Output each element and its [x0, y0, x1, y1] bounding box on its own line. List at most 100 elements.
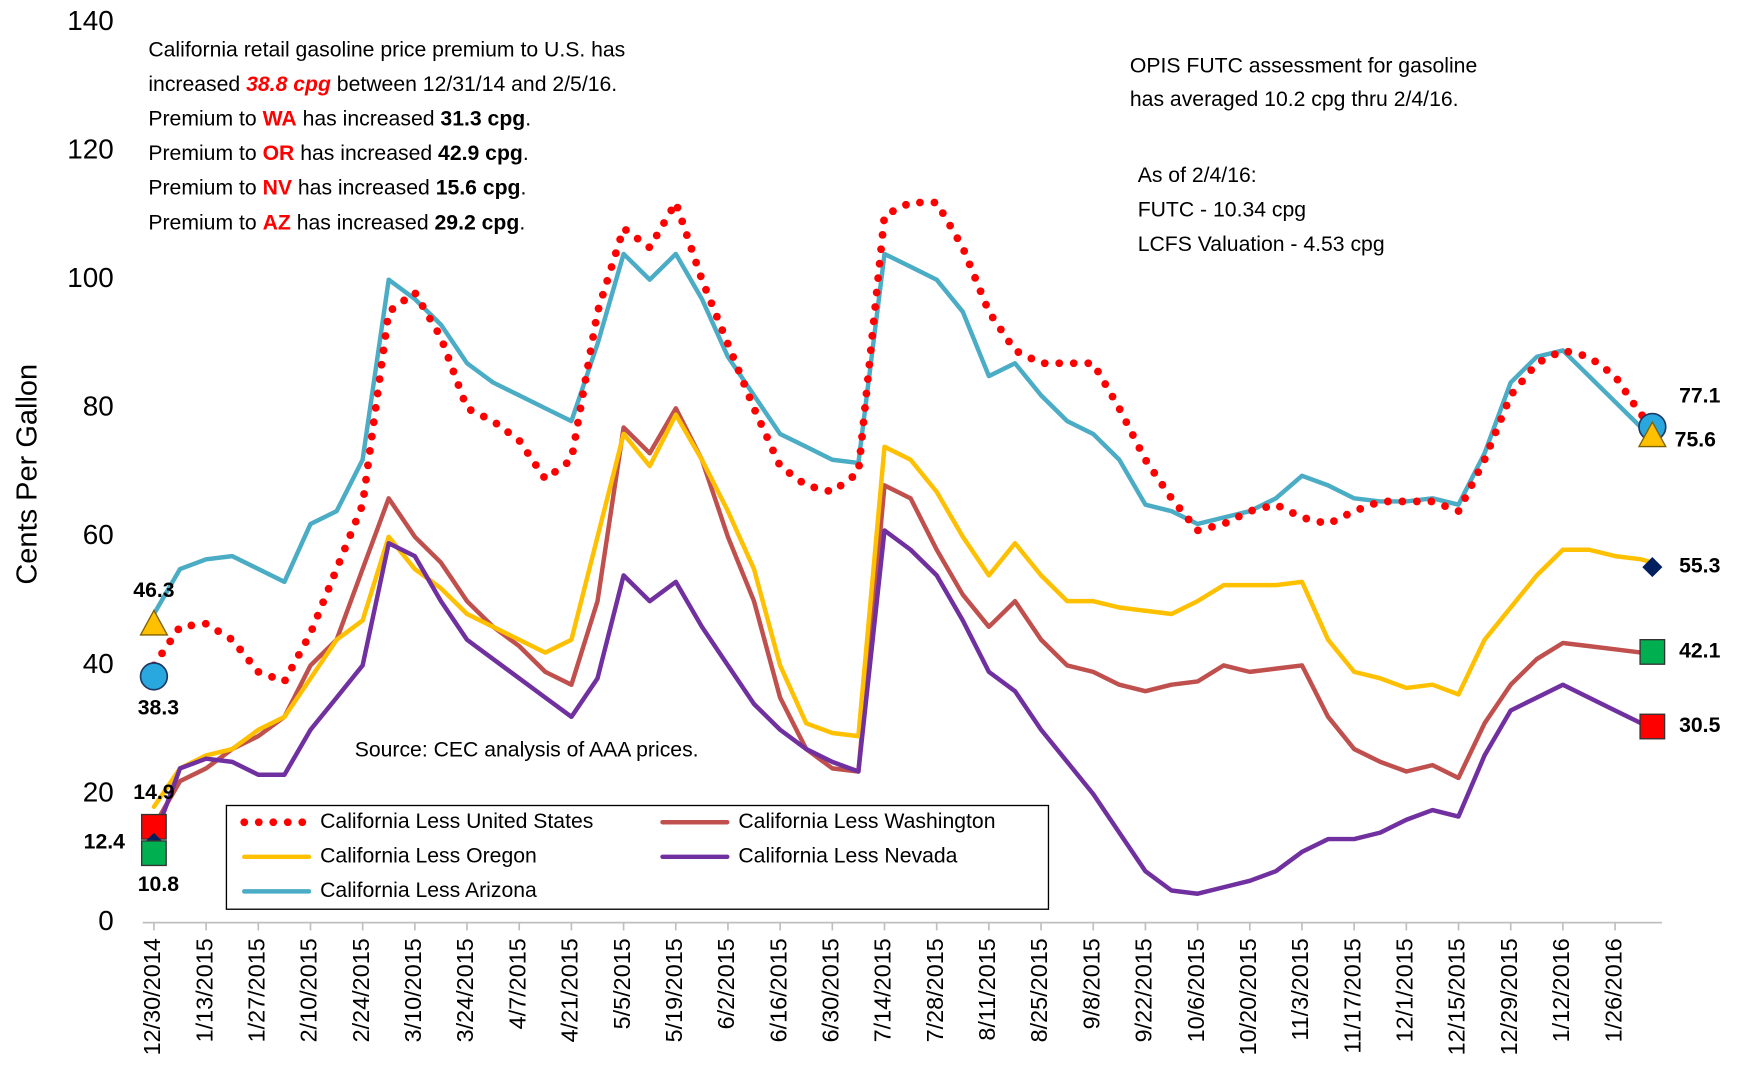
marker-label: 46.3 — [133, 579, 174, 602]
marker-label: 14.9 — [133, 781, 174, 804]
marker-label: 30.5 — [1679, 714, 1720, 737]
source-note: Source: CEC analysis of AAA prices. — [355, 738, 699, 761]
annotation-text: has increased — [297, 107, 441, 130]
x-tick-label: 1/13/2015 — [191, 938, 217, 1042]
x-tick-label: 8/25/2015 — [1026, 938, 1052, 1042]
x-tick-label: 12/29/2015 — [1496, 938, 1522, 1055]
legend-label: California Less United States — [320, 810, 593, 833]
annotation-text: Premium to — [148, 211, 262, 234]
legend-label: California Less Nevada — [738, 844, 957, 867]
annotation-line: Premium to NV has increased 15.6 cpg. — [148, 176, 526, 199]
annotation-text: . — [523, 142, 529, 165]
marker-label: 38.3 — [138, 696, 179, 719]
y-tick-label: 0 — [98, 905, 114, 936]
marker-label: 55.3 — [1679, 555, 1720, 578]
marker — [1639, 638, 1666, 665]
series-line — [150, 198, 1657, 686]
x-tick-label: 2/10/2015 — [296, 938, 322, 1042]
annotation-text: California retail gasoline price premium… — [148, 38, 625, 61]
marker — [140, 840, 167, 867]
x-tick-label: 12/1/2015 — [1392, 938, 1418, 1042]
marker — [1637, 420, 1667, 448]
x-tick-label: 9/22/2015 — [1131, 938, 1157, 1042]
annotation-text: . — [521, 176, 527, 199]
annotation-text: between 12/31/14 and 2/5/16. — [331, 73, 617, 96]
annotation-text: 29.2 cpg — [435, 211, 520, 234]
annotation-line: FUTC - 10.34 cpg — [1138, 199, 1306, 222]
x-tick-label: 8/11/2015 — [974, 938, 1000, 1040]
x-tick-label: 12/15/2015 — [1444, 938, 1470, 1055]
annotation-line: As of 2/4/16: — [1138, 164, 1257, 187]
annotation-line: has averaged 10.2 cpg thru 2/4/16. — [1130, 88, 1459, 111]
marker — [139, 609, 169, 636]
annotation-line: Premium to OR has increased 42.9 cpg. — [148, 142, 528, 165]
annotation-text: NV — [263, 176, 292, 199]
marker-label: 77.1 — [1679, 384, 1720, 407]
x-tick-label: 9/8/2015 — [1078, 938, 1104, 1029]
x-tick-label: 12/30/2014 — [139, 938, 165, 1055]
x-tick-label: 5/5/2015 — [609, 938, 635, 1029]
x-tick-label: 6/2/2015 — [713, 938, 739, 1029]
annotation-text: Premium to — [148, 176, 262, 199]
legend-label: California Less Arizona — [320, 879, 537, 902]
y-tick-label: 40 — [83, 648, 114, 679]
y-tick-label: 120 — [67, 133, 114, 164]
legend-label: California Less Washington — [738, 810, 995, 833]
annotation-line: increased 38.8 cpg between 12/31/14 and … — [148, 73, 617, 96]
series-line — [151, 412, 1655, 810]
x-tick-label: 11/3/2015 — [1287, 938, 1313, 1040]
annotation-text: has increased — [294, 142, 438, 165]
y-tick-label: 60 — [83, 519, 114, 550]
x-tick-label: 7/14/2015 — [870, 938, 896, 1042]
annotation-line: Premium to WA has increased 31.3 cpg. — [148, 107, 531, 130]
annotation-text: 38.8 cpg — [246, 73, 331, 96]
x-tick-label: 1/27/2015 — [243, 938, 269, 1042]
y-axis-label: Cents Per Gallon — [12, 364, 44, 585]
marker-label: 12.4 — [84, 830, 125, 853]
x-tick-label: 11/17/2015 — [1339, 938, 1365, 1053]
y-tick-label: 20 — [83, 776, 114, 807]
annotation-text: has increased — [292, 176, 436, 199]
legend-box — [225, 804, 1050, 910]
legend-label: California Less Oregon — [320, 844, 537, 867]
series-line — [151, 528, 1655, 896]
marker-label: 42.1 — [1679, 640, 1720, 663]
x-tick-label: 6/30/2015 — [818, 938, 844, 1042]
annotation-text: increased — [148, 73, 246, 96]
y-tick-label: 100 — [67, 262, 114, 293]
annotation-text: Premium to — [148, 107, 262, 130]
marker — [140, 813, 167, 840]
annotation-text: 42.9 cpg — [438, 142, 523, 165]
x-tick-label: 4/7/2015 — [504, 938, 530, 1029]
x-tick-label: 10/6/2015 — [1183, 938, 1209, 1042]
marker-label: 10.8 — [138, 873, 179, 896]
annotation-text: WA — [263, 107, 297, 130]
x-tick-label: 3/24/2015 — [452, 938, 478, 1042]
x-tick-label: 6/16/2015 — [765, 938, 791, 1042]
y-tick-label: 140 — [67, 5, 114, 36]
annotation-line: LCFS Valuation - 4.53 cpg — [1138, 233, 1385, 256]
marker-label: 75.6 — [1675, 429, 1716, 452]
annotation-text: has increased — [291, 211, 435, 234]
y-tick-label: 80 — [83, 391, 114, 422]
annotation-text: 31.3 cpg — [440, 107, 525, 130]
annotation-text: . — [525, 107, 531, 130]
series-line — [151, 406, 1655, 829]
annotation-text: Premium to — [148, 142, 262, 165]
annotation-line: Premium to AZ has increased 29.2 cpg. — [148, 211, 525, 234]
x-tick-label: 1/26/2016 — [1600, 938, 1626, 1042]
marker — [139, 662, 169, 691]
x-tick-label: 7/28/2015 — [922, 938, 948, 1042]
x-tick-label: 5/19/2015 — [661, 938, 687, 1042]
x-tick-label: 10/20/2015 — [1235, 938, 1261, 1055]
annotation-text: . — [519, 211, 525, 234]
annotation-text: OR — [263, 142, 295, 165]
annotation-line: California retail gasoline price premium… — [148, 38, 625, 61]
x-tick-label: 3/10/2015 — [400, 938, 426, 1042]
x-tick-label: 1/12/2016 — [1548, 938, 1574, 1042]
marker — [1639, 713, 1666, 740]
annotation-text: 15.6 cpg — [436, 176, 521, 199]
x-tick-label: 2/24/2015 — [348, 938, 374, 1042]
annotation-text: AZ — [263, 211, 291, 234]
